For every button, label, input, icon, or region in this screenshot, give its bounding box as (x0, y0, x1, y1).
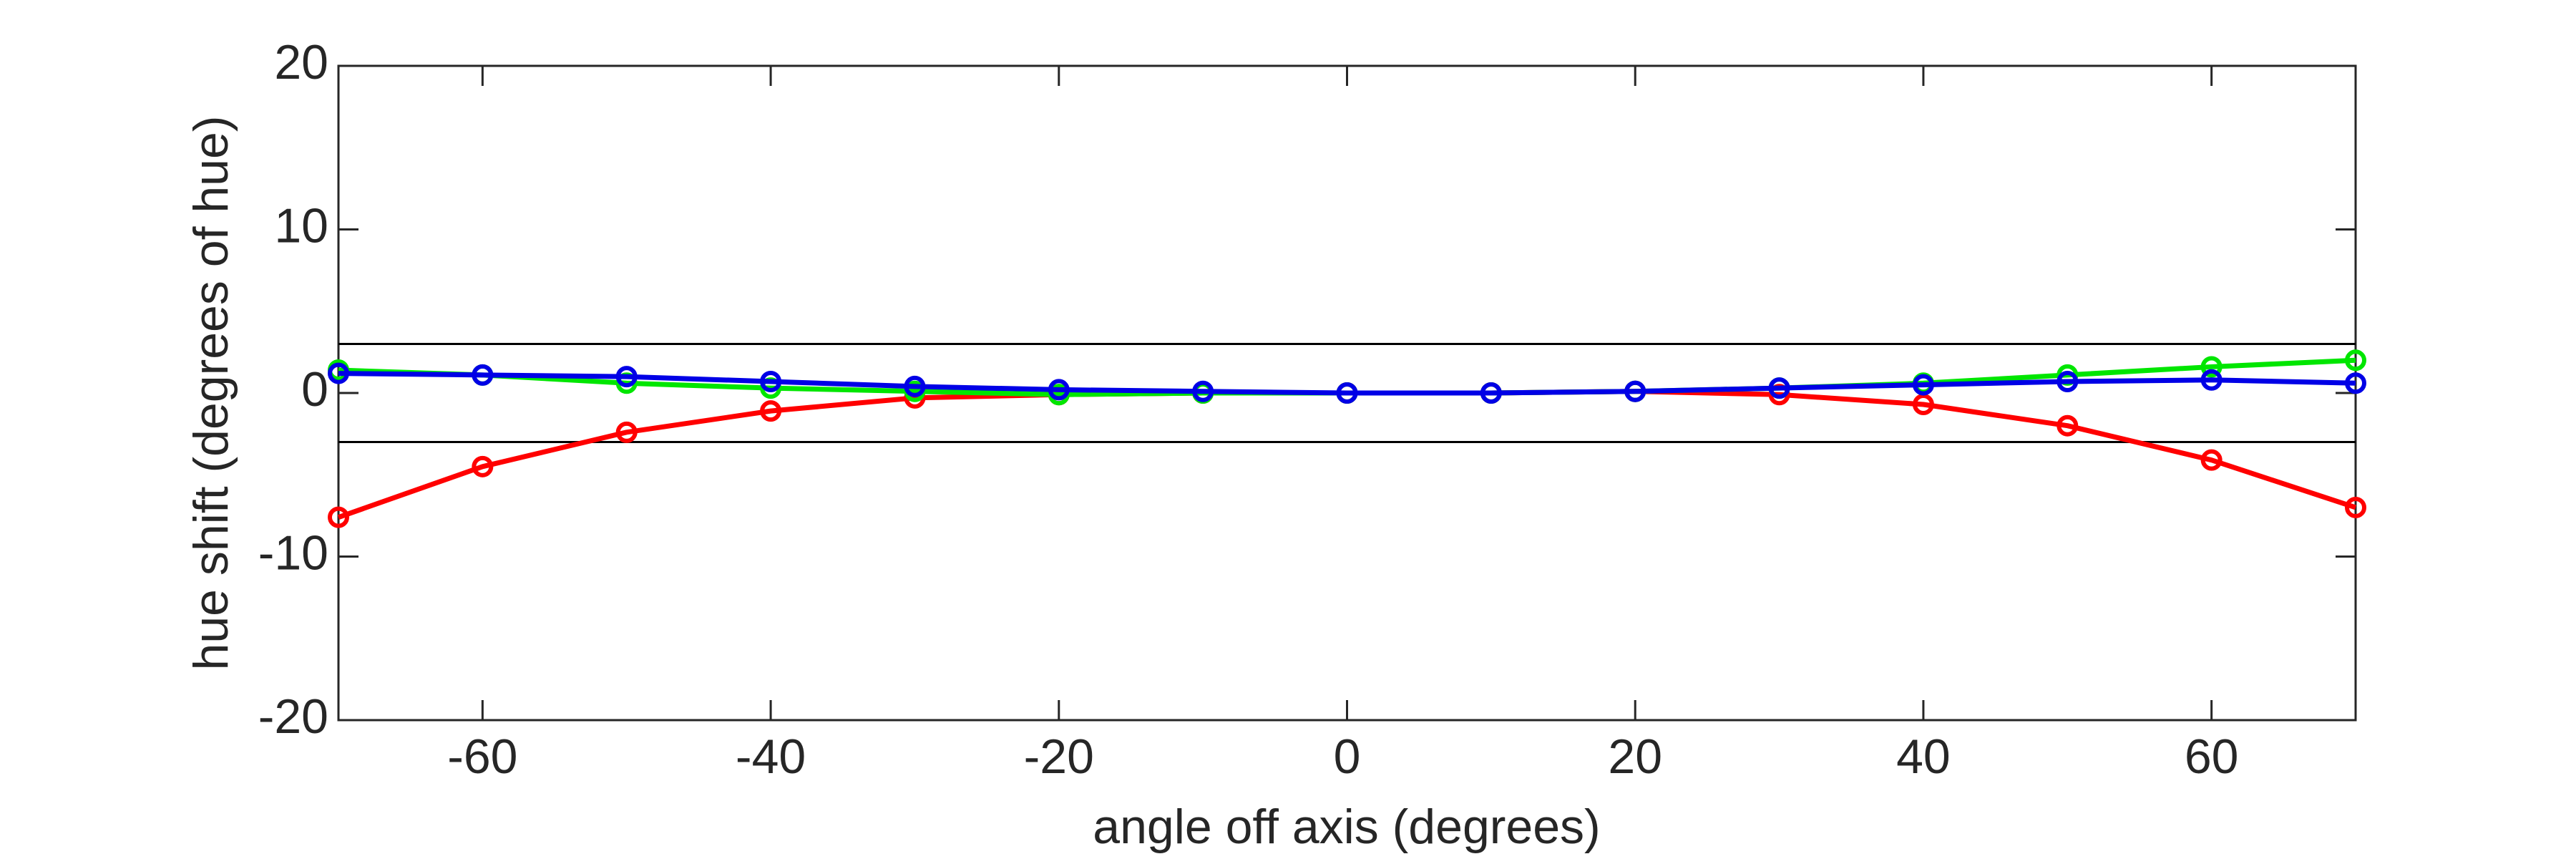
data-point (472, 364, 494, 386)
y-tick-label: 0 (301, 362, 328, 417)
data-point (1336, 382, 1358, 404)
series-line (338, 371, 2356, 396)
data-point (760, 400, 782, 422)
y-axis-label: hue shift (degrees of hue) (184, 116, 238, 671)
x-tick-label: -60 (447, 729, 517, 784)
data-point (2345, 349, 2366, 372)
data-point (615, 421, 638, 443)
data-point (2057, 371, 2079, 393)
data-point (2200, 356, 2223, 378)
data-point (1624, 380, 1646, 402)
data-point (2200, 449, 2223, 471)
data-point (615, 366, 638, 388)
data-point (904, 375, 926, 397)
data-point (1192, 380, 1214, 402)
data-point (2345, 372, 2366, 394)
x-axis-label: angle off axis (degrees) (1093, 800, 1600, 854)
data-point (328, 506, 349, 528)
data-point (1768, 377, 1790, 399)
data-point (472, 455, 494, 477)
data-point (328, 362, 349, 384)
x-tick-label: -40 (736, 729, 806, 784)
x-tick-label: 40 (1896, 729, 1951, 784)
data-point (1048, 379, 1070, 401)
x-tick-label: -20 (1024, 729, 1094, 784)
y-tick-label: 10 (274, 198, 328, 253)
y-tick-label: -10 (258, 525, 328, 580)
data-point (760, 371, 782, 393)
data-point (2345, 496, 2366, 518)
data-point (2200, 369, 2223, 391)
data-point (1480, 382, 1502, 404)
x-tick-label: 60 (2185, 729, 2239, 784)
y-tick-label: 20 (274, 35, 328, 89)
x-tick-label: 0 (1334, 729, 1361, 784)
y-tick-label: -20 (258, 689, 328, 744)
data-point (2057, 414, 2079, 437)
x-tick-label: 20 (1608, 729, 1662, 784)
data-point (1912, 374, 1934, 396)
data-point (1912, 393, 1934, 415)
